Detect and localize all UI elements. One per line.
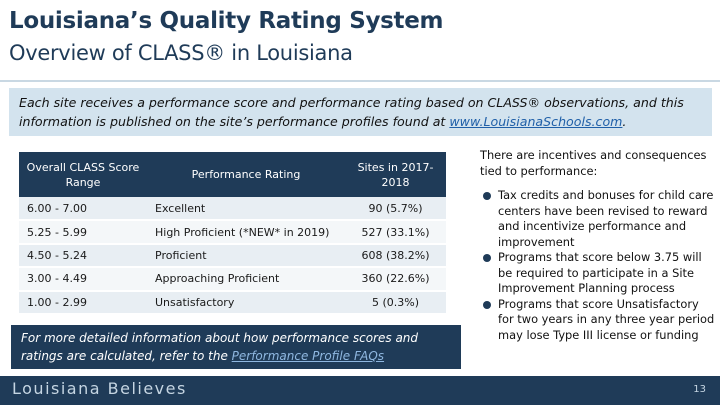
intro-text: Each site receives a performance score a… xyxy=(19,95,684,129)
header-score-range: Overall CLASS Score Range xyxy=(19,152,147,197)
incentives-list: Tax credits and bonuses for child care c… xyxy=(480,188,716,343)
table-row: 5.25 - 5.99 High Proficient (*NEW* in 20… xyxy=(19,220,446,245)
incentives-intro: There are incentives and consequences ti… xyxy=(480,148,707,178)
score-range-cell: 5.25 - 5.99 xyxy=(19,220,147,245)
performance-table: Overall CLASS Score Range Performance Ra… xyxy=(19,152,446,315)
table-header-row: Overall CLASS Score Range Performance Ra… xyxy=(19,152,446,197)
sites-cell: 608 (38.2%) xyxy=(345,243,446,269)
louisiana-schools-link[interactable]: www.LouisianaSchools.com xyxy=(449,114,623,129)
footer-bar: Louisiana Believes 13 xyxy=(0,376,720,405)
bullet-text: Programs that score Unsatisfactory for t… xyxy=(498,296,715,342)
table-row: 6.00 - 7.00 Excellent 90 (5.7%) xyxy=(19,197,446,222)
header-performance-rating: Performance Rating xyxy=(147,152,345,197)
list-item: Programs that score Unsatisfactory for t… xyxy=(480,297,716,344)
header-sites: Sites in 2017-2018 xyxy=(345,152,446,197)
rating-cell: Approaching Proficient xyxy=(147,267,345,292)
page-number: 13 xyxy=(693,384,706,395)
table-row: 1.00 - 2.99 Unsatisfactory 5 (0.3%) xyxy=(19,290,446,315)
rating-cell: Unsatisfactory xyxy=(147,290,345,315)
sites-cell: 5 (0.3%) xyxy=(345,290,446,315)
sites-cell: 527 (33.1%) xyxy=(345,220,446,245)
rating-cell: High Proficient (*NEW* in 2019) xyxy=(147,220,345,245)
bullet-text: Programs that score below 3.75 will be r… xyxy=(498,250,702,295)
score-range-cell: 1.00 - 2.99 xyxy=(19,290,147,315)
intro-period: . xyxy=(622,114,627,129)
rating-cell: Excellent xyxy=(147,197,345,222)
list-item: Programs that score below 3.75 will be r… xyxy=(480,250,716,297)
bullet-dot-icon xyxy=(483,254,491,262)
sites-cell: 90 (5.7%) xyxy=(345,197,446,222)
faq-note-box: For more detailed information about how … xyxy=(11,325,461,369)
louisiana-believes-logo: Louisiana Believes xyxy=(12,379,187,398)
bullet-dot-icon xyxy=(483,192,491,200)
score-range-cell: 3.00 - 4.49 xyxy=(19,267,147,292)
score-range-cell: 6.00 - 7.00 xyxy=(19,197,147,222)
table-row: 4.50 - 5.24 Proficient 608 (38.2%) xyxy=(19,243,446,269)
score-range-cell: 4.50 - 5.24 xyxy=(19,243,147,269)
intro-box: Each site receives a performance score a… xyxy=(9,88,712,136)
sites-cell: 360 (22.6%) xyxy=(345,267,446,292)
bullet-text: Tax credits and bonuses for child care c… xyxy=(498,188,714,249)
faq-note-text: For more detailed information about how … xyxy=(21,331,419,363)
slide-subtitle: Overview of CLASS® in Louisiana xyxy=(9,41,353,65)
bullet-dot-icon xyxy=(483,300,491,309)
table-row: 3.00 - 4.49 Approaching Proficient 360 (… xyxy=(19,267,446,292)
list-item: Tax credits and bonuses for child care c… xyxy=(480,188,716,250)
performance-profile-faqs-link[interactable]: Performance Profile FAQs xyxy=(231,349,385,363)
slide-title: Louisiana’s Quality Rating System xyxy=(9,8,444,34)
rating-cell: Proficient xyxy=(147,243,345,269)
header-divider xyxy=(0,80,720,82)
